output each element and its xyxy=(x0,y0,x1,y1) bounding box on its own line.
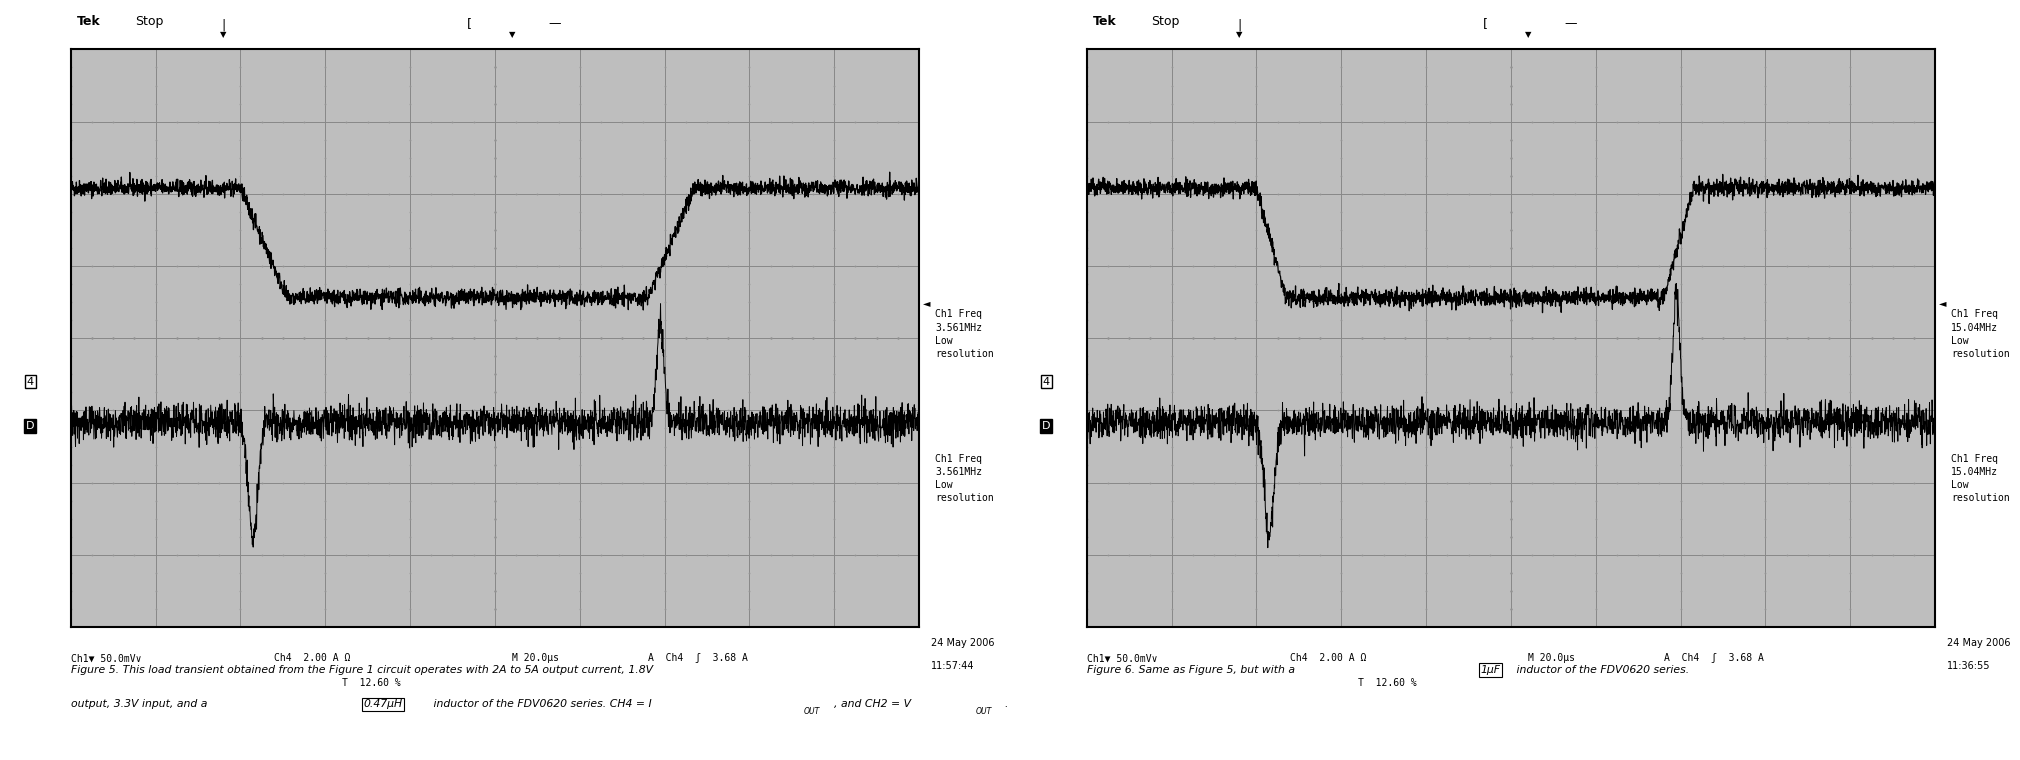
Text: Tek: Tek xyxy=(1093,15,1117,28)
Text: [: [ xyxy=(1483,17,1489,30)
Text: M 20.0μs: M 20.0μs xyxy=(511,653,560,663)
Text: Ch1 Freq
3.561MHz
Low
resolution: Ch1 Freq 3.561MHz Low resolution xyxy=(935,309,994,359)
Text: —: — xyxy=(547,17,560,30)
Text: inductor of the FDV0620 series. CH4 = I: inductor of the FDV0620 series. CH4 = I xyxy=(430,699,652,709)
Text: ◄: ◄ xyxy=(923,299,931,309)
Text: Stop: Stop xyxy=(1151,15,1180,28)
Text: A  Ch4  ʃ  3.68 A: A Ch4 ʃ 3.68 A xyxy=(1664,653,1763,663)
Text: |: | xyxy=(222,18,226,31)
Text: OUT: OUT xyxy=(804,707,820,716)
Text: —: — xyxy=(1563,17,1576,30)
Text: Ch1▼ 50.0mV∨: Ch1▼ 50.0mV∨ xyxy=(1087,653,1157,663)
Text: 0.47μH: 0.47μH xyxy=(364,699,402,709)
Text: 24 May 2006: 24 May 2006 xyxy=(931,638,994,648)
Text: T  12.60 %: T 12.60 % xyxy=(1357,677,1416,688)
Text: Ch1▼ 50.0mV∨: Ch1▼ 50.0mV∨ xyxy=(71,653,141,663)
Text: D: D xyxy=(1042,421,1050,431)
Text: ▼: ▼ xyxy=(1236,30,1242,40)
Text: ▼: ▼ xyxy=(1525,30,1531,40)
Text: 11:36:55: 11:36:55 xyxy=(1947,660,1992,671)
Text: 24 May 2006: 24 May 2006 xyxy=(1947,638,2010,648)
Text: Figure 5. This load transient obtained from the Figure 1 circuit operates with 2: Figure 5. This load transient obtained f… xyxy=(71,665,652,675)
Text: .: . xyxy=(1004,699,1008,709)
Text: 4: 4 xyxy=(1042,376,1050,387)
Text: M 20.0μs: M 20.0μs xyxy=(1527,653,1576,663)
Text: D: D xyxy=(26,421,34,431)
Text: Figure 6. Same as Figure 5, but with a: Figure 6. Same as Figure 5, but with a xyxy=(1087,665,1299,675)
Text: ▼: ▼ xyxy=(220,30,226,40)
Text: , and CH2 = V: , and CH2 = V xyxy=(834,699,911,709)
Text: Ch4  2.00 A Ω: Ch4 2.00 A Ω xyxy=(275,653,351,663)
Text: output, 3.3V input, and a: output, 3.3V input, and a xyxy=(71,699,210,709)
Text: A  Ch4  ʃ  3.68 A: A Ch4 ʃ 3.68 A xyxy=(648,653,747,663)
Text: OUT: OUT xyxy=(976,707,992,716)
Text: ◄: ◄ xyxy=(1939,299,1947,309)
Text: 1μF: 1μF xyxy=(1481,665,1501,675)
Text: Tek: Tek xyxy=(77,15,101,28)
Text: Ch1 Freq
3.561MHz
Low
resolution: Ch1 Freq 3.561MHz Low resolution xyxy=(935,454,994,503)
Text: [: [ xyxy=(467,17,473,30)
Text: ▼: ▼ xyxy=(509,30,515,40)
Text: 4: 4 xyxy=(26,376,34,387)
Text: inductor of the FDV0620 series.: inductor of the FDV0620 series. xyxy=(1513,665,1689,675)
Text: Ch1 Freq
15.04MHz
Low
resolution: Ch1 Freq 15.04MHz Low resolution xyxy=(1951,454,2010,503)
Text: Ch1 Freq
15.04MHz
Low
resolution: Ch1 Freq 15.04MHz Low resolution xyxy=(1951,309,2010,359)
Text: T  12.60 %: T 12.60 % xyxy=(341,677,400,688)
Text: |: | xyxy=(1238,18,1242,31)
Text: Ch4  2.00 A Ω: Ch4 2.00 A Ω xyxy=(1291,653,1368,663)
Text: 11:57:44: 11:57:44 xyxy=(931,660,976,671)
Text: Stop: Stop xyxy=(135,15,164,28)
